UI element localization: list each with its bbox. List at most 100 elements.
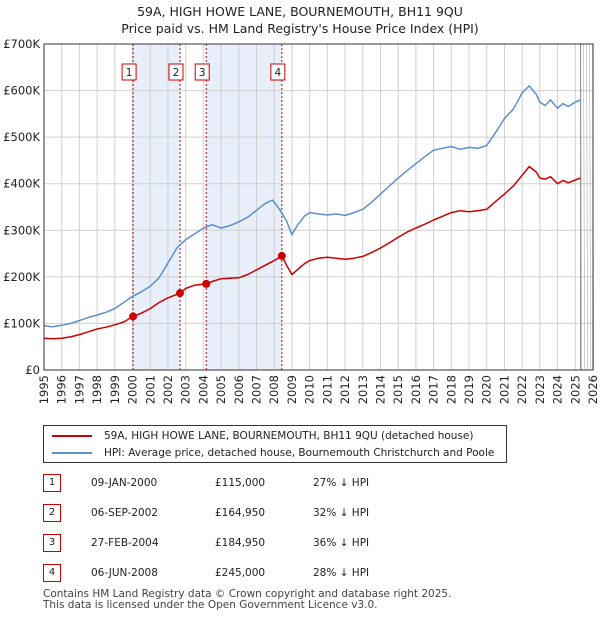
sale-point [129, 312, 138, 321]
x-tick-label: 2022 [515, 375, 529, 404]
sale-price: £164,950 [215, 507, 266, 519]
gridlines [43, 43, 594, 371]
sale-period-band [133, 44, 181, 370]
sale-label-box [270, 63, 286, 81]
sale-date: 27-FEB-2004 [91, 537, 159, 549]
sale-point [277, 251, 286, 260]
footer: Contains HM Land Registry data © Crown c… [43, 589, 451, 611]
x-tick-label: 1999 [108, 375, 122, 404]
x-tick-label: 2010 [303, 375, 317, 404]
sale-number-badge: 4 [43, 564, 61, 582]
y-tick-label: £600K [3, 84, 40, 98]
sale-point [202, 279, 211, 288]
sale-row: 3 27-FEB-2004 £184,950 36% ↓ HPI [43, 533, 463, 553]
sale-price: £245,000 [215, 567, 266, 579]
legend-swatch-property [52, 435, 92, 437]
x-tick-label: 2011 [320, 375, 334, 404]
title-line-address: 59A, HIGH HOWE LANE, BOURNEMOUTH, BH11 9… [137, 4, 463, 19]
y-tick-label: £500K [3, 130, 40, 144]
sale-label-number: 3 [199, 67, 206, 79]
y-tick-label: £300K [3, 223, 40, 237]
x-tick-label: 1997 [72, 375, 86, 404]
x-tick-label: 2012 [338, 375, 352, 404]
forecast-hatch-line [586, 43, 588, 371]
sale-label-number: 2 [173, 67, 180, 79]
sale-row: 4 06-JUN-2008 £245,000 28% ↓ HPI [43, 563, 463, 583]
x-tick-label: 2007 [250, 375, 264, 404]
x-tick-label: 2009 [285, 375, 299, 404]
footer-license: This data is licensed under the Open Gov… [43, 599, 378, 611]
chart-title: 59A, HIGH HOWE LANE, BOURNEMOUTH, BH11 9… [0, 3, 600, 37]
y-tick-label: £400K [3, 177, 40, 191]
x-tick-label: 1996 [55, 375, 69, 404]
sale-labels: 1 2 3 4 [121, 63, 286, 81]
x-tick-label: 2019 [462, 375, 476, 404]
x-tick-label: 2001 [143, 375, 157, 404]
x-tick-label: 2016 [409, 375, 423, 404]
sale-price: £115,000 [215, 477, 266, 489]
sale-label-box [168, 63, 184, 81]
x-tick-label: 2024 [551, 375, 565, 404]
x-tick-label: 2025 [568, 375, 582, 404]
x-tick-label: 2008 [267, 375, 281, 404]
sale-point [176, 289, 185, 298]
sale-hpi-diff: 36% ↓ HPI [313, 537, 370, 549]
x-tick-label: 2021 [497, 375, 511, 404]
forecast-hatch [580, 43, 594, 371]
x-tick-label: 2018 [444, 375, 458, 404]
sale-row: 2 06-SEP-2002 £164,950 32% ↓ HPI [43, 503, 463, 523]
property-line [43, 165, 581, 340]
x-tick-label: 2026 [586, 375, 600, 404]
sale-date: 09-JAN-2000 [91, 477, 158, 489]
legend-label-hpi: HPI: Average price, detached house, Bour… [104, 447, 495, 459]
sale-date: 06-SEP-2002 [91, 507, 159, 519]
sale-label-number: 1 [126, 67, 133, 79]
price-chart: 1 2 3 4 £0 £100K £200K £300K £400K £500K £600K £70… [3, 37, 600, 404]
y-tick-label: £700K [3, 37, 40, 51]
hpi-line [43, 85, 581, 328]
x-tick-label: 1995 [37, 375, 51, 404]
x-tick-label: 2020 [480, 375, 494, 404]
sale-label-box [194, 63, 210, 81]
x-tick-label: 2002 [161, 375, 175, 404]
x-axis-ticks: 1995 1996 1997 1998 1999 2000 2001 2002 2003 2004… [37, 375, 600, 404]
y-tick-label: £100K [3, 316, 40, 330]
sale-hpi-diff: 28% ↓ HPI [313, 567, 370, 579]
sale-period-band [206, 44, 282, 370]
sale-number-badge: 3 [43, 534, 61, 552]
footer-copyright: Contains HM Land Registry data © Crown c… [43, 588, 452, 600]
legend: 59A, HIGH HOWE LANE, BOURNEMOUTH, BH11 9… [43, 425, 507, 463]
legend-entry-property: 59A, HIGH HOWE LANE, BOURNEMOUTH, BH11 9… [52, 428, 473, 444]
y-tick-label: £200K [3, 270, 40, 284]
x-tick-label: 2006 [232, 375, 246, 404]
legend-label-property: 59A, HIGH HOWE LANE, BOURNEMOUTH, BH11 9… [104, 430, 474, 442]
x-tick-label: 2003 [179, 375, 193, 404]
y-axis-ticks: £0 £100K £200K £300K £400K £500K £600K £700K [3, 37, 40, 377]
sale-points [129, 251, 286, 321]
sale-number-badge: 1 [43, 474, 61, 492]
x-tick-label: 2000 [126, 375, 140, 404]
sale-price: £184,950 [215, 537, 266, 549]
x-tick-label: 2004 [196, 375, 210, 404]
x-tick-label: 2014 [373, 375, 387, 404]
sale-row: 1 09-JAN-2000 £115,000 27% ↓ HPI [43, 473, 463, 493]
sale-number-badge: 2 [43, 504, 61, 522]
y-tick-label: £0 [25, 363, 40, 377]
series-lines [43, 85, 581, 340]
x-tick-label: 2015 [391, 375, 405, 404]
x-tick-label: 2013 [356, 375, 370, 404]
plot-border [43, 43, 594, 371]
sale-hpi-diff: 32% ↓ HPI [313, 507, 370, 519]
legend-entry-hpi: HPI: Average price, detached house, Bour… [52, 445, 494, 461]
sale-hpi-diff: 27% ↓ HPI [313, 477, 370, 489]
forecast-hatch-line [589, 43, 591, 371]
x-tick-label: 1998 [90, 375, 104, 404]
legend-swatch-hpi [52, 452, 92, 454]
sale-label-number: 4 [274, 67, 281, 79]
x-tick-label: 2023 [533, 375, 547, 404]
sale-period-shading [133, 44, 282, 370]
forecast-hatch-line [583, 43, 585, 371]
sale-date: 06-JUN-2008 [91, 567, 158, 579]
sale-label-box [121, 63, 137, 81]
title-line-subtitle: Price paid vs. HM Land Registry's House … [121, 21, 479, 36]
